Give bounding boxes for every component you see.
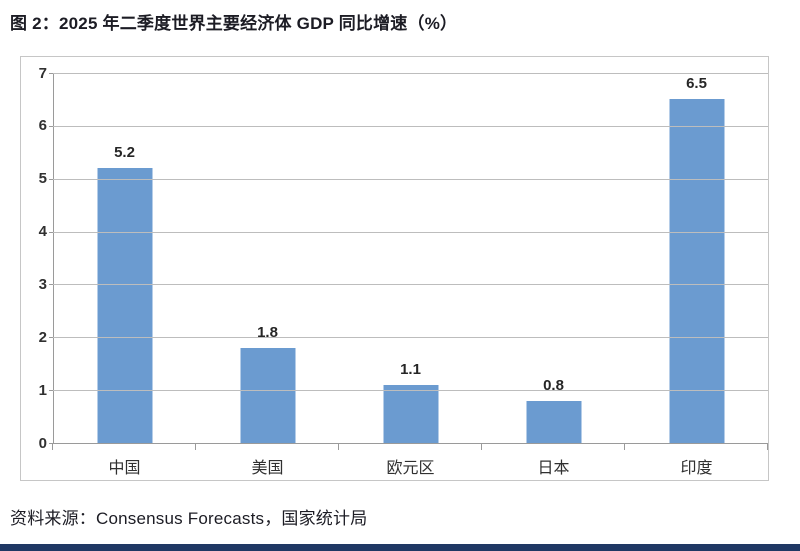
bar bbox=[526, 400, 581, 443]
y-tick-mark bbox=[49, 178, 53, 180]
y-tick-mark bbox=[49, 73, 53, 74]
category-label: 欧元区 bbox=[386, 460, 435, 477]
bar-slot: 1.8 bbox=[196, 73, 339, 443]
plot-area: 5.2 1.8 1.1 0.8 6.5 bbox=[49, 73, 768, 450]
y-tick-label: 5 bbox=[38, 170, 47, 188]
chart-area: 5.2 1.8 1.1 0.8 6.5 中国 美国 欧元区 日本 印度 0 1 2 3 4 5 6 7 bbox=[20, 56, 769, 481]
bar-value-label: 6.5 bbox=[686, 75, 707, 93]
bar bbox=[240, 347, 295, 443]
bar-value-label: 5.2 bbox=[114, 144, 135, 162]
x-tick-mark bbox=[338, 444, 339, 450]
bar bbox=[669, 99, 724, 443]
bar-slot: 1.1 bbox=[339, 73, 482, 443]
bar bbox=[97, 168, 152, 443]
y-tick-label: 4 bbox=[38, 223, 47, 241]
y-tick-mark bbox=[49, 443, 53, 444]
gridline bbox=[53, 231, 768, 233]
y-tick-label: 1 bbox=[38, 381, 47, 399]
bar-slots: 5.2 1.8 1.1 0.8 6.5 bbox=[53, 73, 768, 443]
bar-value-label: 0.8 bbox=[543, 376, 564, 394]
category-label: 印度 bbox=[680, 460, 713, 477]
figure-title: 图 2：2025 年二季度世界主要经济体 GDP 同比增速（%） bbox=[10, 14, 458, 33]
gridline bbox=[53, 390, 768, 392]
gridline bbox=[53, 337, 768, 339]
x-tick-mark bbox=[481, 444, 482, 450]
x-axis-line bbox=[53, 443, 768, 444]
bar-slot: 0.8 bbox=[482, 73, 625, 443]
source-note: 资料来源：Consensus Forecasts，国家统计局 bbox=[10, 509, 368, 528]
gridline bbox=[53, 178, 768, 180]
x-tick-mark bbox=[767, 444, 768, 450]
y-tick-label: 3 bbox=[38, 275, 47, 293]
y-axis-line bbox=[53, 73, 54, 444]
bar bbox=[383, 384, 438, 443]
gridline bbox=[53, 73, 768, 74]
y-tick-label: 6 bbox=[38, 117, 47, 135]
x-tick-mark bbox=[52, 444, 53, 450]
category-label: 日本 bbox=[537, 460, 570, 477]
category-label: 中国 bbox=[108, 460, 141, 477]
gridline bbox=[53, 284, 768, 286]
bar-slot: 5.2 bbox=[53, 73, 196, 443]
bar-value-label: 1.1 bbox=[400, 360, 421, 378]
bar-slot: 6.5 bbox=[625, 73, 768, 443]
bar-value-label: 1.8 bbox=[257, 323, 278, 341]
category-label: 美国 bbox=[251, 460, 284, 477]
y-tick-mark bbox=[49, 125, 53, 127]
y-tick-label: 2 bbox=[38, 328, 47, 346]
x-tick-mark bbox=[195, 444, 196, 450]
gridline bbox=[53, 125, 768, 127]
y-tick-mark bbox=[49, 231, 53, 233]
footer-rule bbox=[0, 544, 800, 551]
y-tick-mark bbox=[49, 284, 53, 286]
y-tick-label: 0 bbox=[38, 434, 47, 452]
y-tick-mark bbox=[49, 390, 53, 392]
x-tick-mark bbox=[624, 444, 625, 450]
category-axis: 中国 美国 欧元区 日本 印度 bbox=[53, 454, 768, 478]
y-tick-mark bbox=[49, 337, 53, 339]
y-tick-label: 7 bbox=[38, 64, 47, 82]
